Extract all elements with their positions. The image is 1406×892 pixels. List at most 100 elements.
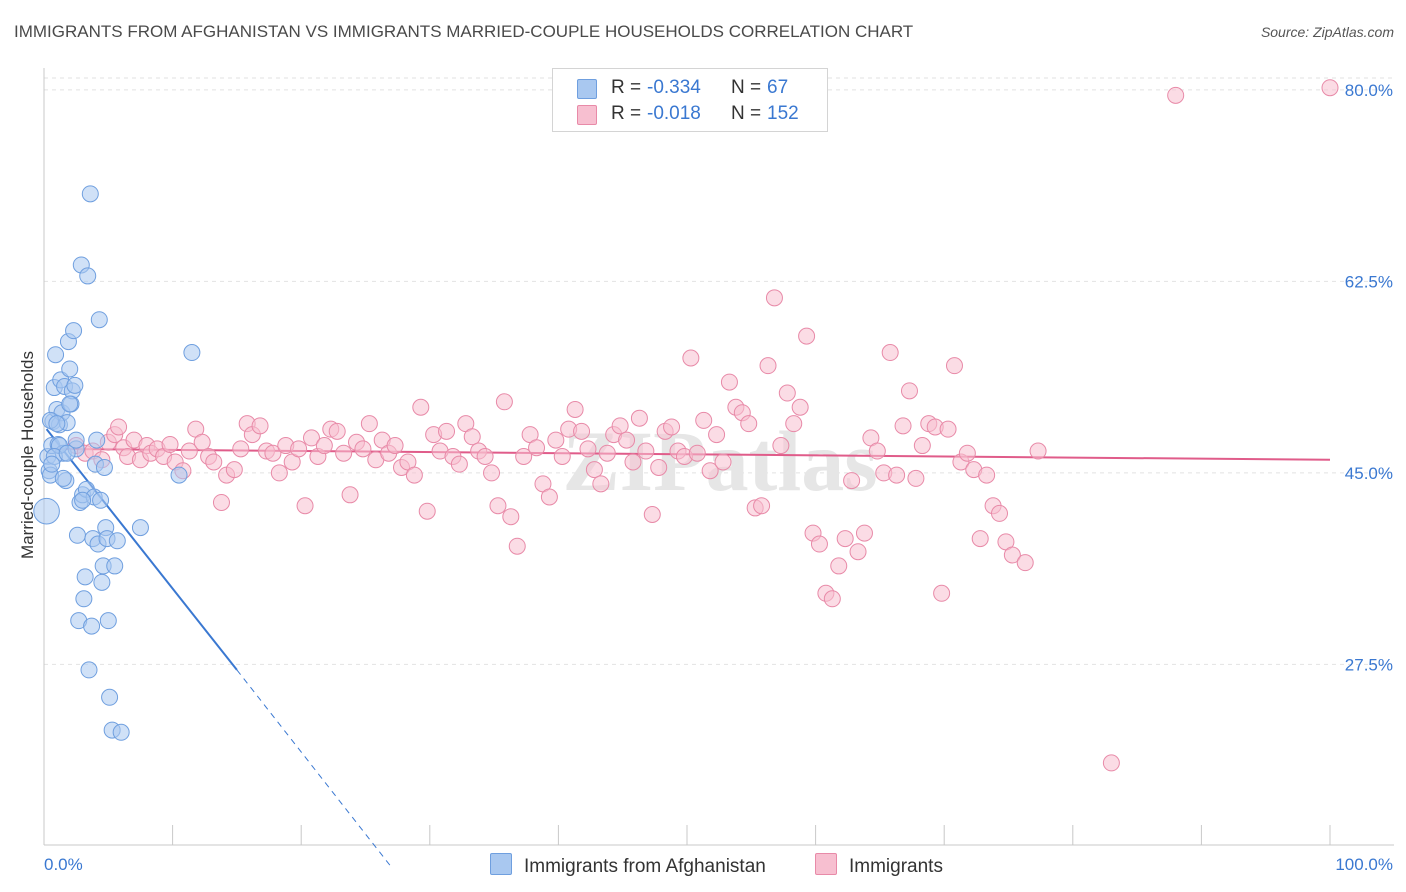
series-swatch-blue [490, 853, 512, 875]
point-immigrants [778, 384, 796, 402]
point-immigrants [483, 464, 501, 482]
point-immigrants [264, 444, 282, 462]
point-afghanistan [112, 723, 130, 741]
chart-title: IMMIGRANTS FROM AFGHANISTAN VS IMMIGRANT… [14, 22, 914, 41]
point-immigrants [1016, 554, 1034, 572]
point-afghanistan [79, 267, 97, 285]
point-immigrants [341, 486, 359, 504]
point-immigrants [849, 543, 867, 561]
point-afghanistan [48, 415, 66, 433]
y-tick-label: 62.5% [1345, 272, 1393, 291]
point-immigrants [193, 433, 211, 451]
point-immigrants [302, 429, 320, 447]
point-immigrants [843, 472, 861, 490]
point-immigrants [495, 393, 513, 411]
point-afghanistan [54, 469, 72, 487]
point-afghanistan [76, 568, 94, 586]
point-afghanistan [43, 455, 61, 473]
point-immigrants [180, 442, 198, 460]
point-immigrants [110, 418, 128, 436]
y-tick-label: 80.0% [1345, 81, 1393, 100]
point-immigrants [785, 415, 803, 433]
point-afghanistan [61, 395, 79, 413]
series-label: Immigrants from Afghanistan [524, 856, 766, 877]
point-immigrants [1003, 546, 1021, 564]
point-afghanistan [81, 185, 99, 203]
legend-n-label: N = [731, 77, 762, 98]
point-afghanistan [183, 344, 201, 362]
point-afghanistan [80, 661, 98, 679]
point-afghanistan [131, 519, 149, 537]
point-immigrants [913, 437, 931, 455]
legend-n-value: 67 [767, 77, 789, 98]
point-afghanistan [65, 322, 83, 340]
point-immigrants [823, 590, 841, 608]
legend-n-value: 152 [767, 103, 799, 124]
series-label: Immigrants [849, 856, 943, 877]
point-immigrants [328, 422, 346, 440]
point-immigrants [251, 417, 269, 435]
series-legend-afghanistan: Immigrants from Afghanistan [490, 853, 766, 878]
point-afghanistan [58, 444, 76, 462]
point-immigrants [855, 524, 873, 542]
point-immigrants [868, 442, 886, 460]
point-immigrants [225, 461, 243, 479]
point-immigrants [907, 469, 925, 487]
point-immigrants [630, 409, 648, 427]
point-immigrants [405, 466, 423, 484]
point-afghanistan [90, 311, 108, 329]
point-afghanistan [88, 431, 106, 449]
point-immigrants [624, 453, 642, 471]
point-immigrants [881, 344, 899, 362]
legend-r-label: R = [611, 103, 642, 124]
legend-r-label: R = [611, 77, 642, 98]
point-immigrants [688, 444, 706, 462]
point-immigrants [900, 382, 918, 400]
point-immigrants [270, 464, 288, 482]
point-afghanistan [75, 590, 93, 608]
point-immigrants [540, 488, 558, 506]
legend-r-value: -0.018 [647, 103, 701, 124]
source-label: Source: ZipAtlas.com [1260, 24, 1394, 40]
trend-line-afghanistan-extension [236, 669, 392, 868]
data-points [33, 79, 1339, 772]
point-immigrants [598, 444, 616, 462]
point-immigrants [791, 398, 809, 416]
point-afghanistan [101, 688, 119, 706]
point-immigrants [502, 508, 520, 526]
point-afghanistan [67, 431, 85, 449]
point-afghanistan [99, 612, 117, 630]
point-immigrants [971, 530, 989, 548]
point-immigrants [945, 357, 963, 375]
legend-swatch-pink [577, 105, 597, 125]
point-afghanistan [92, 491, 110, 509]
legend-row-immigrants: R = -0.018 N = 152 [553, 102, 827, 126]
point-immigrants [579, 440, 597, 458]
grid-lines [44, 77, 1394, 665]
point-immigrants [489, 497, 507, 515]
point-afghanistan [68, 526, 86, 544]
point-immigrants [888, 466, 906, 484]
point-immigrants [508, 537, 526, 555]
point-immigrants [753, 497, 771, 515]
point-immigrants [978, 466, 996, 484]
y-axis-label: Married-couple Households [18, 351, 37, 559]
point-immigrants [463, 428, 481, 446]
point-immigrants [1321, 79, 1339, 97]
x-tick-label: 0.0% [44, 855, 83, 874]
point-immigrants [566, 400, 584, 418]
point-immigrants [360, 415, 378, 433]
point-immigrants [476, 448, 494, 465]
point-immigrants [1102, 754, 1120, 772]
point-immigrants [637, 442, 655, 460]
point-immigrants [650, 458, 668, 476]
point-immigrants [418, 502, 436, 520]
point-immigrants [592, 475, 610, 493]
point-immigrants [695, 411, 713, 429]
point-immigrants [618, 431, 636, 449]
point-immigrants [1167, 86, 1185, 104]
point-immigrants [708, 426, 726, 444]
point-immigrants [161, 435, 179, 453]
legend-swatch-blue [577, 79, 597, 99]
